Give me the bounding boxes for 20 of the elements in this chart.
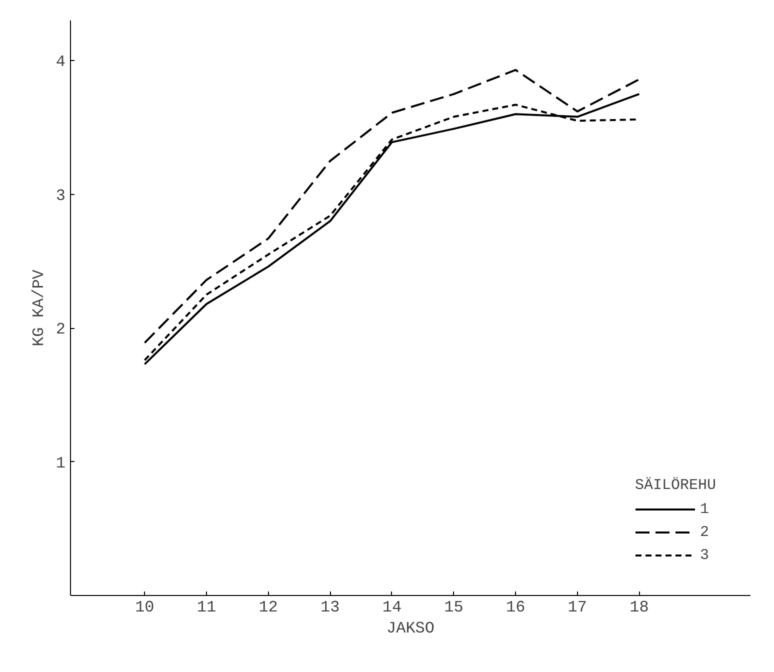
legend-title: SÄILÖREHU <box>635 477 718 494</box>
x-tick-label: 14 <box>382 598 402 616</box>
y-tick-label: 2 <box>56 320 66 339</box>
line-series <box>144 68 640 344</box>
legend-label: 2 <box>700 524 710 540</box>
x-tick-label: 13 <box>320 598 340 616</box>
y-axis-title: KG KA/PV <box>30 269 48 346</box>
legend-label: 1 <box>700 500 710 518</box>
y-tick-label: 1 <box>56 454 66 472</box>
x-tick-label: 16 <box>506 598 526 616</box>
y-tick-label: 3 <box>56 186 66 205</box>
x-tick-label: 15 <box>444 598 464 616</box>
x-axis-title: JAKSO <box>386 620 435 638</box>
x-tick-label: 11 <box>196 598 216 616</box>
x-tick-label: 12 <box>258 598 278 616</box>
x-tick-label: 17 <box>568 598 588 616</box>
y-tick-label: 4 <box>56 53 66 72</box>
x-tick-label: 18 <box>630 598 649 616</box>
legend-label: 3 <box>700 546 710 564</box>
x-tick-label: 10 <box>135 598 154 616</box>
